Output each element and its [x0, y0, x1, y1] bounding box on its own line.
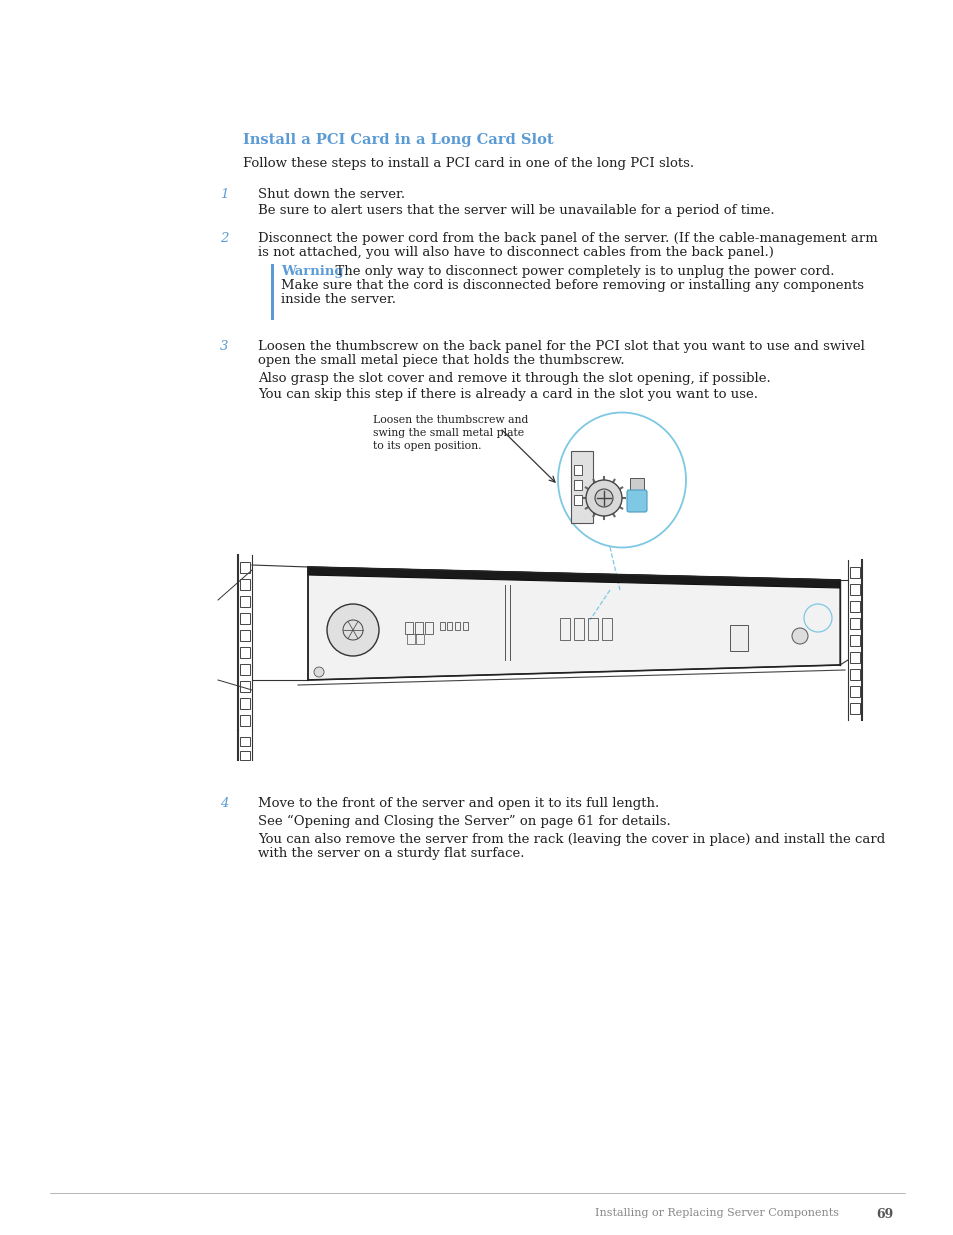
Text: See “Opening and Closing the Server” on page 61 for details.: See “Opening and Closing the Server” on …	[257, 815, 670, 829]
Polygon shape	[308, 567, 840, 680]
Text: Shut down the server.: Shut down the server.	[257, 188, 405, 201]
Text: 2: 2	[219, 232, 228, 245]
Text: Also grasp the slot cover and remove it through the slot opening, if possible.: Also grasp the slot cover and remove it …	[257, 372, 770, 385]
Bar	[849, 685, 859, 697]
Bar	[240, 647, 250, 658]
Text: The only way to disconnect power completely is to unplug the power cord.: The only way to disconnect power complet…	[327, 266, 834, 278]
Bar	[849, 703, 859, 714]
Circle shape	[585, 480, 621, 516]
Text: 4: 4	[219, 797, 228, 810]
Text: inside the server.: inside the server.	[281, 293, 395, 306]
Text: 1: 1	[219, 188, 228, 201]
FancyBboxPatch shape	[626, 490, 646, 513]
Bar	[407, 634, 415, 643]
Bar	[849, 567, 859, 578]
Bar	[240, 751, 250, 760]
Bar	[240, 630, 250, 641]
Text: to its open position.: to its open position.	[373, 441, 481, 451]
Bar	[416, 634, 423, 643]
Text: Make sure that the cord is disconnected before removing or installing any compon: Make sure that the cord is disconnected …	[281, 279, 863, 291]
Bar	[587, 618, 598, 640]
Bar	[571, 451, 593, 522]
Bar	[271, 264, 274, 320]
Bar	[439, 622, 444, 630]
Bar	[849, 669, 859, 680]
Bar	[240, 664, 250, 676]
Text: 3: 3	[219, 340, 228, 353]
Bar	[447, 622, 452, 630]
Text: open the small metal piece that holds the thumbscrew.: open the small metal piece that holds th…	[257, 354, 624, 367]
Text: Install a PCI Card in a Long Card Slot: Install a PCI Card in a Long Card Slot	[243, 133, 553, 147]
Bar	[240, 613, 250, 624]
Text: Disconnect the power cord from the back panel of the server. (If the cable-manag: Disconnect the power cord from the back …	[257, 232, 877, 245]
Text: Loosen the thumbscrew on the back panel for the PCI slot that you want to use an: Loosen the thumbscrew on the back panel …	[257, 340, 864, 353]
Bar	[462, 622, 468, 630]
Polygon shape	[308, 567, 840, 588]
Text: is not attached, you will also have to disconnect cables from the back panel.): is not attached, you will also have to d…	[257, 246, 773, 259]
Bar	[629, 478, 643, 492]
Text: You can also remove the server from the rack (leaving the cover in place) and in: You can also remove the server from the …	[257, 832, 884, 846]
Text: You can skip this step if there is already a card in the slot you want to use.: You can skip this step if there is alrea…	[257, 388, 758, 401]
Bar	[849, 618, 859, 629]
Bar	[849, 601, 859, 613]
Text: 69: 69	[875, 1208, 892, 1221]
Text: Warning: Warning	[281, 266, 343, 278]
Bar	[849, 635, 859, 646]
Bar	[240, 737, 250, 746]
Bar	[240, 597, 250, 606]
Text: Move to the front of the server and open it to its full length.: Move to the front of the server and open…	[257, 797, 659, 810]
Bar	[240, 698, 250, 709]
Text: Be sure to alert users that the server will be unavailable for a period of time.: Be sure to alert users that the server w…	[257, 204, 774, 217]
Bar	[559, 618, 569, 640]
Text: Loosen the thumbscrew and: Loosen the thumbscrew and	[373, 415, 528, 425]
Circle shape	[595, 489, 613, 508]
Bar	[240, 715, 250, 726]
Text: swing the small metal plate: swing the small metal plate	[373, 429, 523, 438]
Circle shape	[327, 604, 378, 656]
Bar	[849, 584, 859, 595]
Circle shape	[791, 629, 807, 643]
Bar	[574, 618, 583, 640]
Bar	[415, 622, 422, 634]
Bar	[849, 652, 859, 663]
Text: Follow these steps to install a PCI card in one of the long PCI slots.: Follow these steps to install a PCI card…	[243, 157, 694, 170]
Bar	[574, 466, 581, 475]
Bar	[574, 480, 581, 490]
Bar	[240, 680, 250, 692]
Bar	[240, 579, 250, 590]
Text: with the server on a sturdy flat surface.: with the server on a sturdy flat surface…	[257, 847, 524, 860]
Bar	[424, 622, 433, 634]
Ellipse shape	[558, 412, 685, 547]
Bar	[455, 622, 459, 630]
Circle shape	[314, 667, 324, 677]
Bar	[601, 618, 612, 640]
Bar	[574, 495, 581, 505]
Bar	[405, 622, 413, 634]
Bar	[729, 625, 747, 651]
Text: Installing or Replacing Server Components: Installing or Replacing Server Component…	[595, 1208, 838, 1218]
Bar	[240, 562, 250, 573]
